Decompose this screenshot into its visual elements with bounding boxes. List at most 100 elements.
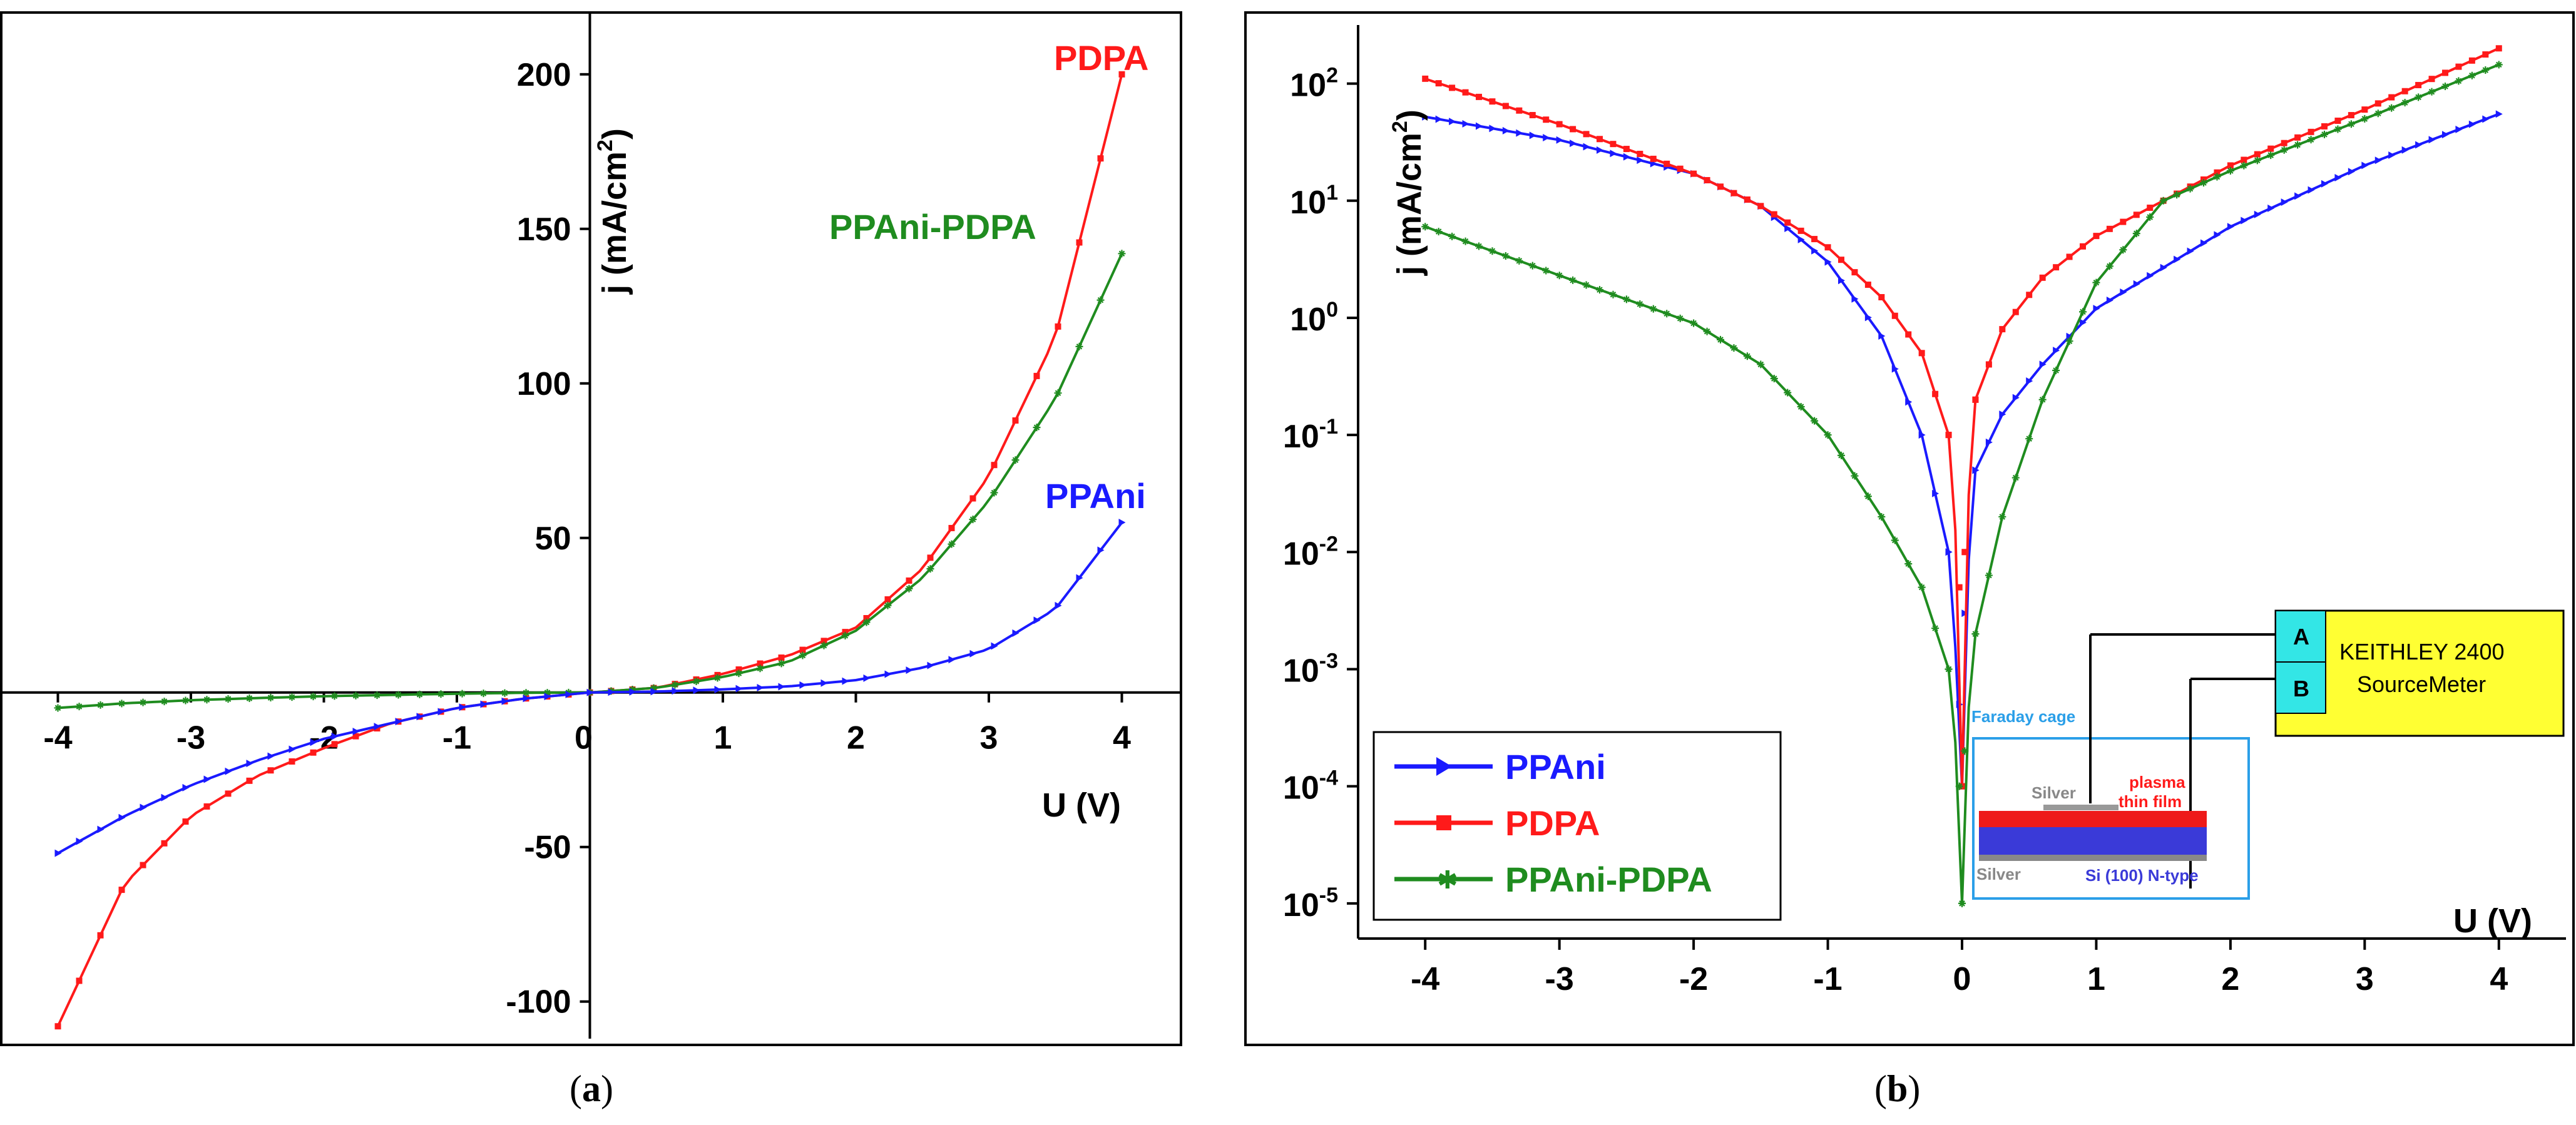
panel-b-point-ppani: [2187, 247, 2194, 255]
panel-b-point-ppani: [2053, 347, 2060, 355]
panel-a-point-ppani-pdpa: [692, 677, 700, 685]
panel-b-point-pdpa: [1422, 75, 1429, 82]
panel-b-point-ppani: [1597, 146, 1603, 154]
panel-b-point-pdpa: [2361, 106, 2368, 113]
panel-b-point-pdpa: [1650, 155, 1657, 162]
panel-b-point-ppani: [2415, 141, 2423, 149]
panel-a-y-tick-label: 200: [517, 57, 571, 93]
panel-a-point-ppani-pdpa: [75, 703, 83, 711]
panel-b-point-pdpa: [1502, 103, 1509, 109]
panel-a-point-pdpa: [969, 495, 976, 502]
panel-b-y-tick-sup: -1: [1319, 415, 1338, 439]
panel-b-point-pdpa: [1985, 361, 1992, 368]
panel-a-y-tick-label: 100: [517, 366, 571, 402]
panel-b-point-pdpa: [1838, 257, 1844, 263]
panel-b-point-ppani-pdpa: [1663, 310, 1671, 318]
legend-text-ppani: PPAni: [1505, 747, 1606, 786]
panel-a-point-ppani-pdpa: [735, 669, 743, 678]
panel-b-point-ppani: [1502, 126, 1510, 135]
panel-b-point-ppani-pdpa: [2321, 130, 2328, 138]
panel-b-point-ppani-pdpa: [2105, 262, 2113, 270]
caption-b-letter: b: [1887, 1068, 1908, 1109]
panel-a-point-ppani: [374, 723, 381, 731]
panel-a-y-label-end: ): [596, 128, 633, 140]
panel-a-point-ppani: [76, 837, 83, 845]
panel-b-y-tick-label: 10-1: [1283, 415, 1338, 455]
panel-b-point-ppani: [2468, 120, 2476, 128]
panel-b-point-pdpa: [2012, 308, 2019, 315]
panel-b-point-ppani: [1864, 313, 1872, 322]
panel-b-y-tick-label: 10-3: [1283, 649, 1338, 689]
panel-a-point-pdpa: [140, 862, 146, 868]
film-label-line2: thin film: [2119, 792, 2182, 811]
panel-b-point-ppani-pdpa: [2347, 120, 2355, 128]
panel-a-point-pdpa: [54, 1023, 61, 1030]
panel-b-point-ppani-pdpa: [1649, 305, 1657, 313]
panel-a-point-pdpa: [1076, 239, 1083, 246]
panel-a-point-ppani-pdpa: [713, 674, 722, 682]
panel-a-x-tick-label: 2: [847, 720, 865, 756]
panel-b-point-ppani-pdpa: [1998, 512, 2006, 521]
panel-a-point-ppani-pdpa: [139, 698, 147, 706]
panel-b-y-tick-sup: -2: [1319, 532, 1338, 556]
panel-b-point-ppani: [1905, 398, 1913, 406]
panel-b-point-pdpa: [1637, 150, 1643, 157]
panel-a-point-ppani: [842, 677, 849, 685]
panel-b-point-ppani: [2012, 394, 2020, 402]
panel-b-point-ppani-pdpa: [1784, 389, 1792, 397]
panel-b-y-tick-sup: 1: [1326, 181, 1338, 205]
panel-a-point-ppani: [395, 718, 402, 726]
panel-a-point-pdpa: [991, 462, 998, 469]
panel-a-point-ppani: [757, 684, 764, 692]
panel-b-point-pdpa: [1824, 244, 1831, 251]
panel-b-point-ppani-pdpa: [1434, 228, 1443, 236]
panel-a-point-ppani-pdpa: [437, 690, 445, 698]
panel-b-point-pdpa: [1516, 107, 1523, 114]
panel-b-point-ppani: [2455, 125, 2463, 133]
panel-a-point-pdpa: [182, 818, 189, 825]
panel-b-point-ppani: [2039, 360, 2047, 369]
panel-b-point-ppani-pdpa: [2294, 141, 2302, 149]
panel-b-point-pdpa: [2415, 81, 2422, 88]
panel-a-point-ppani-pdpa: [948, 540, 956, 548]
panel-b-point-ppani: [2106, 297, 2113, 305]
panel-a-x-tick-label: 0: [575, 720, 593, 756]
panel-b-point-ppani: [1435, 115, 1443, 123]
panel-b-point-pdpa: [2066, 253, 2073, 260]
panel-b-point-ppani-pdpa: [1421, 223, 1429, 231]
panel-b-point-ppani: [1462, 120, 1469, 128]
panel-a-x-tick-label: 4: [1113, 720, 1131, 756]
panel-b-point-pdpa: [1583, 131, 1590, 138]
panel-b-y-tick-sup: -4: [1319, 766, 1338, 790]
panel-a-point-ppani: [544, 693, 551, 701]
panel-a-point-ppani-pdpa: [1054, 389, 1062, 397]
panel-a-point-ppani: [331, 732, 339, 740]
panel-b-point-ppani-pdpa: [2267, 151, 2275, 160]
panel-b-point-ppani: [1543, 134, 1550, 142]
panel-b-point-ppani: [1851, 295, 1859, 303]
panel-b-y-tick-base: 10: [1283, 770, 1319, 807]
panel-a-point-ppani-pdpa: [671, 681, 679, 689]
panel-b-point-pdpa: [2106, 225, 2113, 232]
panel-b-point-ppani: [2374, 156, 2382, 165]
panel-a-point-ppani: [437, 708, 445, 716]
panel-b-point-pdpa: [1851, 269, 1858, 276]
panel-a-x-tick-label: -1: [442, 720, 471, 756]
panel-a-point-ppani: [1118, 519, 1126, 527]
panel-a-point-ppani: [884, 670, 892, 678]
silver-bottom-label: Silver: [1976, 865, 2021, 883]
panel-b-y-tick-label: 10-4: [1283, 766, 1338, 807]
caption-a-letter: a: [582, 1068, 601, 1109]
panel-b-point-ppani: [2388, 151, 2396, 159]
panel-b-y-tick-label: 10-2: [1283, 532, 1338, 572]
panel-b-point-ppani-pdpa: [1488, 247, 1496, 255]
panel-b-point-ppani: [1637, 156, 1644, 165]
panel-a-point-pdpa: [735, 666, 742, 673]
caption-b-open: (: [1874, 1068, 1887, 1109]
panel-b-point-pdpa: [1956, 584, 1963, 591]
panel-a-point-ppani: [310, 738, 317, 746]
panel-b-x-tick-label: 2: [2221, 961, 2239, 997]
panel-b-point-ppani-pdpa: [1971, 630, 1980, 638]
panel-b-y-label-main: j (mA/cm: [1391, 133, 1428, 276]
